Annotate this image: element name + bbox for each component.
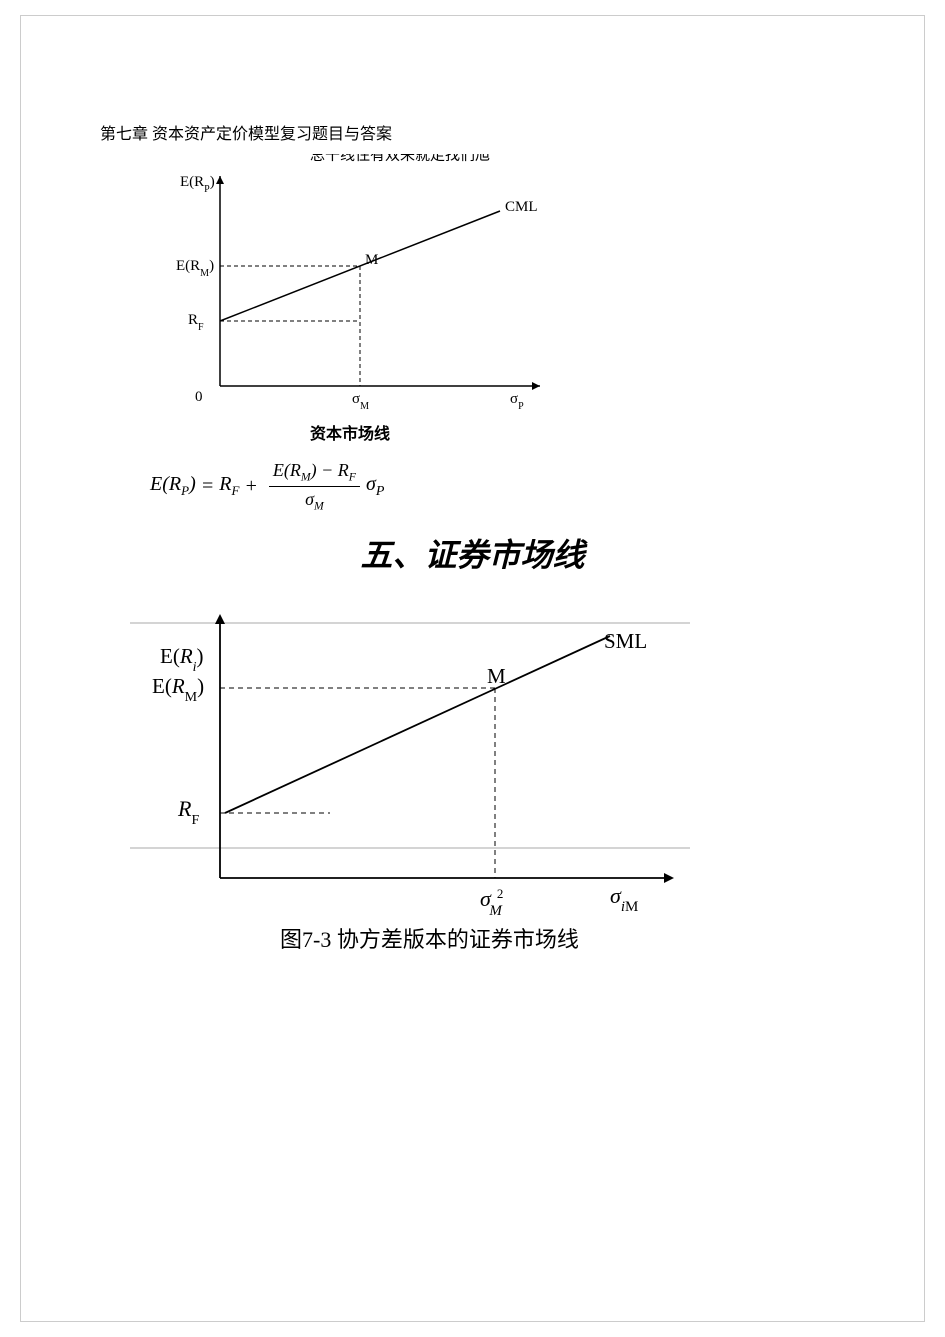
y-erm-label: E(RM) bbox=[176, 258, 214, 279]
sml-y-erm-label: E(RM) bbox=[152, 674, 204, 705]
sml-x-sigma-m2-label: σ2M bbox=[480, 886, 503, 918]
cml-chart-svg: E(RP) E(RM) RF 0 σM σP CML M bbox=[140, 156, 560, 426]
sml-m-point-label: M bbox=[487, 664, 506, 688]
m-point-label: M bbox=[365, 252, 378, 268]
y-rf-label: RF bbox=[188, 312, 204, 333]
origin-label: 0 bbox=[195, 389, 203, 405]
chart1-caption: 资本市场线 bbox=[140, 420, 560, 444]
cropped-banner-text: 总干线住有双来就走找们旭 bbox=[310, 154, 490, 172]
sml-x-sigma-im-label: σiM bbox=[610, 883, 638, 915]
sml-y-axis-label: E(Ri) bbox=[160, 644, 204, 675]
sml-y-rf-label: RF bbox=[177, 796, 199, 828]
x-sigma-m-label: σM bbox=[352, 391, 369, 412]
y-axis-label: E(RP) bbox=[180, 174, 215, 195]
cml-chart: 总干线住有双来就走找们旭 E(RP) E(RM) RF 0 σM σP CML … bbox=[140, 156, 560, 456]
sml-chart: E(Ri) E(RM) RF SML M σ2M σiM bbox=[130, 588, 690, 918]
sml-line-label: SML bbox=[604, 629, 647, 653]
cml-line-label: CML bbox=[505, 199, 538, 215]
sml-chart-svg: E(Ri) E(RM) RF SML M σ2M σiM bbox=[130, 588, 690, 918]
x-sigma-p-label: σP bbox=[510, 391, 524, 412]
